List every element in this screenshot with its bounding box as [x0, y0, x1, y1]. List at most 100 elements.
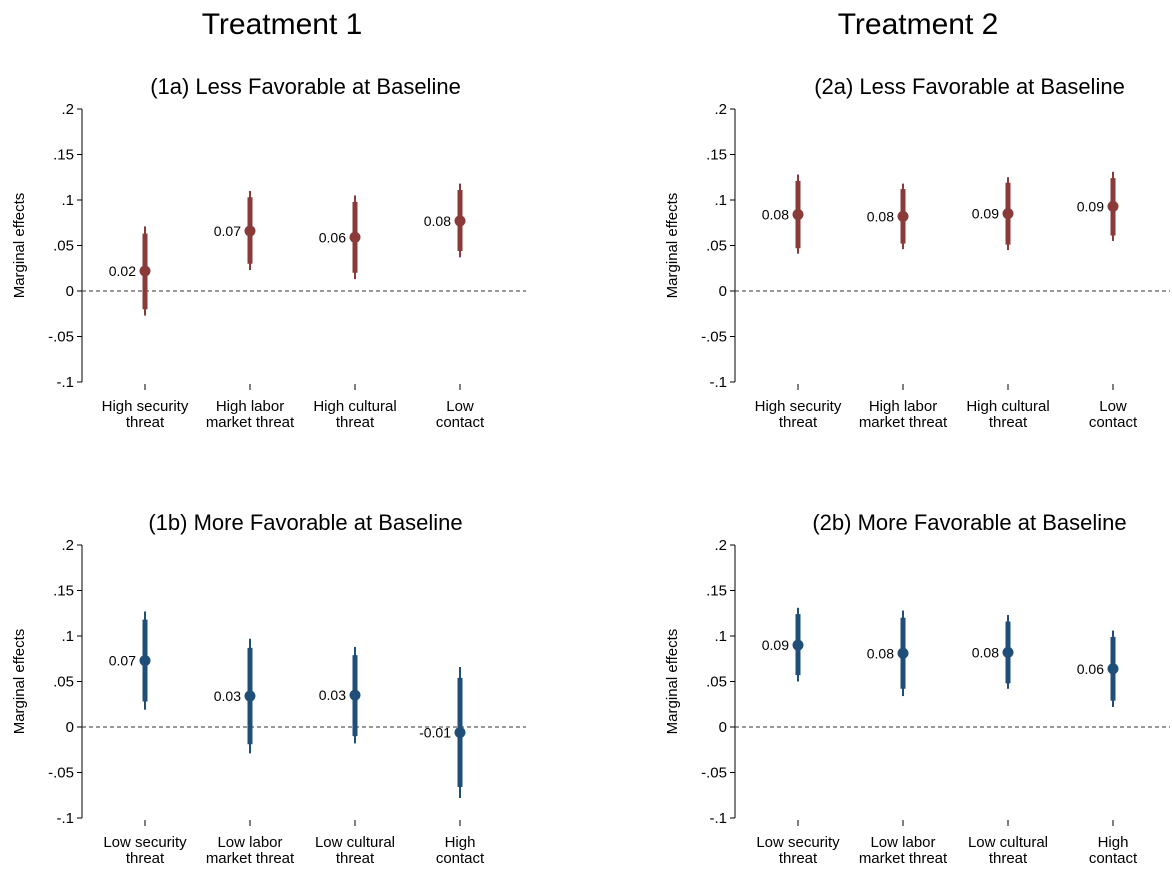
data-label: 0.06 — [319, 229, 346, 245]
column-title-treatment-2: Treatment 2 — [837, 8, 999, 41]
x-tick-label: market threat — [859, 414, 948, 431]
data-label: 0.08 — [867, 645, 894, 661]
point-estimate — [897, 647, 909, 659]
x-tick-label: High — [445, 834, 476, 851]
data-label: 0.08 — [972, 644, 999, 660]
estimate-2: 0.08 — [867, 183, 909, 250]
estimate-1: 0.07 — [109, 611, 151, 710]
y-tick-label: .05 — [706, 674, 727, 691]
x-tick-label: threat — [989, 414, 1028, 431]
panel-1: (1a) Less Favorable at Baseline .2 .15 .1 .0… — [11, 74, 526, 431]
x-tick-label: threat — [989, 850, 1028, 867]
estimate-3: 0.08 — [972, 615, 1014, 689]
estimate-4: 0.06 — [1077, 630, 1119, 707]
x-tick-label: threat — [336, 850, 375, 867]
point-estimate — [792, 209, 804, 221]
point-estimate — [1002, 646, 1014, 658]
point-estimate — [454, 215, 466, 227]
estimate-1: 0.09 — [762, 607, 804, 682]
data-label: 0.08 — [867, 208, 894, 224]
y-tick-label: -.1 — [56, 810, 74, 827]
x-tick-label: High — [1098, 834, 1129, 851]
x-tick-label: threat — [126, 414, 165, 431]
x-tick-label: market threat — [859, 850, 948, 867]
y-tick-label: .15 — [706, 583, 727, 600]
y-axis-title: Marginal effects — [664, 629, 681, 735]
point-estimate — [1107, 663, 1119, 675]
estimate-4: 0.08 — [424, 183, 466, 258]
data-label: 0.08 — [762, 207, 789, 223]
x-tick-label: threat — [779, 850, 818, 867]
x-tick-label: threat — [126, 850, 165, 867]
estimate-4: 0.09 — [1077, 171, 1119, 241]
y-tick-label: 0 — [66, 283, 74, 300]
data-label: 0.08 — [424, 213, 451, 229]
estimate-2: 0.08 — [867, 610, 909, 697]
point-estimate — [349, 689, 361, 701]
data-label: 0.09 — [972, 206, 999, 222]
estimate-1: 0.02 — [109, 226, 151, 316]
estimate-3: 0.09 — [972, 177, 1014, 251]
y-tick-label: -.05 — [701, 765, 727, 782]
x-tick-label: High cultural — [966, 398, 1049, 415]
x-tick-label: contact — [436, 414, 485, 431]
y-tick-label: -.05 — [701, 329, 727, 346]
x-tick-label: contact — [1089, 850, 1138, 867]
y-tick-label: .2 — [714, 537, 727, 554]
estimate-4: -0.01 — [419, 666, 466, 798]
estimate-3: 0.03 — [319, 646, 361, 744]
x-tick-label: Low cultural — [968, 834, 1048, 851]
point-estimate — [1002, 208, 1014, 220]
panel-3: (1b) More Favorable at Baseline .2 .15 .1 .0… — [11, 510, 526, 867]
point-estimate — [454, 726, 466, 738]
x-tick-label: Low labor — [870, 834, 935, 851]
x-tick-label: Low labor — [217, 834, 282, 851]
estimate-1: 0.08 — [762, 174, 804, 254]
y-tick-label: 0 — [66, 719, 74, 736]
x-tick-label: market threat — [206, 414, 295, 431]
y-tick-label: .15 — [53, 147, 74, 164]
y-tick-label: -.05 — [48, 329, 74, 346]
data-label: 0.07 — [214, 223, 241, 239]
data-label: 0.03 — [214, 688, 241, 704]
y-tick-label: .1 — [714, 628, 727, 645]
y-tick-label: .1 — [714, 192, 727, 209]
data-label: 0.02 — [109, 263, 136, 279]
y-tick-label: -.1 — [56, 374, 74, 391]
data-label: 0.07 — [109, 653, 136, 669]
y-axis-title: Marginal effects — [11, 629, 28, 735]
estimate-2: 0.03 — [214, 638, 256, 754]
x-tick-label: market threat — [206, 850, 295, 867]
panel-4: (2b) More Favorable at Baseline .2 .15 .1 .0… — [664, 510, 1170, 867]
panel-title: (2a) Less Favorable at Baseline — [814, 74, 1125, 99]
x-tick-label: High security — [755, 398, 842, 415]
x-tick-label: contact — [1089, 414, 1138, 431]
y-tick-label: 0 — [719, 719, 727, 736]
data-label: 0.09 — [1077, 198, 1104, 214]
data-label: 0.06 — [1077, 661, 1104, 677]
x-tick-label: threat — [779, 414, 818, 431]
x-tick-label: Low security — [756, 834, 840, 851]
y-tick-label: .2 — [61, 101, 74, 118]
data-label: -0.01 — [419, 724, 451, 740]
column-title-treatment-1: Treatment 1 — [201, 8, 363, 41]
panel-title: (1a) Less Favorable at Baseline — [150, 74, 461, 99]
panel-2: (2a) Less Favorable at Baseline .2 .15 .1 .0… — [664, 74, 1170, 431]
x-tick-label: contact — [436, 850, 485, 867]
x-tick-label: Low — [446, 398, 474, 415]
point-estimate — [244, 225, 256, 237]
x-tick-label: Low cultural — [315, 834, 395, 851]
y-tick-label: -.1 — [709, 810, 727, 827]
panel-title: (2b) More Favorable at Baseline — [812, 510, 1126, 535]
x-tick-label: threat — [336, 414, 375, 431]
point-estimate — [897, 210, 909, 222]
x-tick-label: High security — [102, 398, 189, 415]
x-tick-label: Low security — [103, 834, 187, 851]
point-estimate — [1107, 200, 1119, 212]
point-estimate — [139, 655, 151, 667]
y-tick-label: .2 — [714, 101, 727, 118]
y-tick-label: .1 — [61, 192, 74, 209]
point-estimate — [349, 231, 361, 243]
y-axis-title: Marginal effects — [664, 193, 681, 299]
